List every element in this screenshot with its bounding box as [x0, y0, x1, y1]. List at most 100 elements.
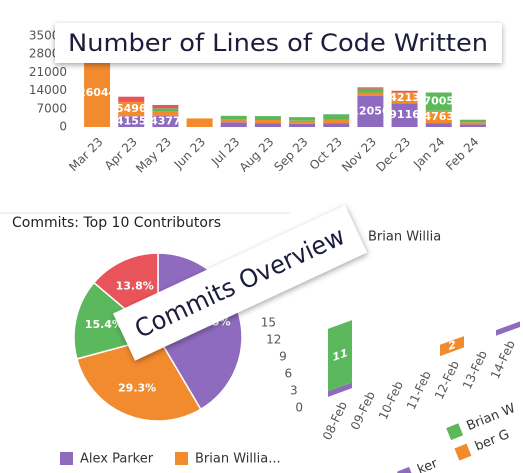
pie-slice — [75, 336, 202, 422]
chart-title: Brian Willia — [368, 230, 441, 245]
legend-label: ker — [415, 456, 440, 473]
y-tick-label: 15 — [261, 316, 276, 330]
bar-segment — [440, 336, 464, 357]
data-label: 29.3% — [118, 381, 156, 394]
data-label: 4763 — [423, 110, 454, 123]
data-label: 9116 — [389, 108, 420, 121]
bar-segment — [289, 120, 316, 124]
bar-segment — [357, 95, 384, 127]
bar-segment — [118, 101, 145, 117]
plot: 11 2 — [328, 320, 520, 397]
y-tick-label: 9 — [279, 350, 287, 364]
x-tick-label: 08-Feb — [320, 399, 350, 442]
data-label: 12056 — [351, 104, 390, 117]
data-label: 4213 — [389, 91, 420, 104]
x-tick-label: 09-Feb — [348, 389, 378, 432]
bar-segment — [118, 96, 145, 102]
x-tick-label: Sep 23 — [271, 135, 310, 174]
bar-segment — [391, 103, 418, 127]
bar-segment — [328, 320, 352, 392]
data-label: 13.8% — [116, 280, 154, 293]
bar-segment — [289, 117, 316, 121]
banner-box — [113, 205, 367, 361]
bar-segment — [289, 123, 316, 127]
bar-segment — [152, 111, 179, 116]
x-tick-label: 11-Feb — [404, 369, 434, 412]
x-tick-label: 13-Feb — [460, 348, 490, 391]
x-tick-label: Feb 24 — [443, 135, 481, 173]
x-tick-label: Oct 23 — [307, 135, 345, 173]
bar-segment — [357, 87, 384, 89]
y-tick-label: 0 — [295, 401, 303, 415]
bar-segment — [323, 119, 350, 124]
x-tick-label: 14-Feb — [488, 338, 518, 381]
bar-segment — [84, 59, 111, 127]
data-label: 11 — [332, 345, 347, 364]
x-tick-label: 12-Feb — [432, 359, 462, 402]
bar-segment — [152, 115, 179, 127]
legend-swatch — [454, 443, 472, 461]
bar-segment — [391, 90, 418, 93]
y-tick-label: 14000 — [29, 83, 67, 97]
bar-segment — [220, 122, 247, 127]
banner: Number of Lines of Code Written — [55, 23, 502, 63]
bar-segment — [118, 116, 145, 127]
bar-segment — [152, 108, 179, 112]
banner-title: Number of Lines of Code Written — [68, 29, 488, 57]
x-tick-label: Mar 23 — [66, 135, 105, 174]
x-tick-label: 10-Feb — [376, 379, 406, 422]
bar-segment — [323, 114, 350, 120]
banner-box — [55, 23, 502, 63]
bar-segment — [357, 92, 384, 96]
legend-swatch — [446, 423, 464, 441]
bar-segment — [391, 92, 418, 104]
y-tick-label: 21000 — [29, 65, 67, 79]
bar-segment — [220, 119, 247, 123]
bar-segment — [254, 116, 281, 120]
legend-swatch — [175, 452, 188, 465]
data-label: 4377 — [150, 114, 181, 127]
bar-segment — [425, 110, 452, 124]
legend-label: Brian W — [465, 401, 518, 434]
x-tick-label: Jun 23 — [171, 135, 208, 172]
data-label: 15.4% — [85, 318, 123, 331]
chart-title: Commits: Top 10 Contributors — [12, 215, 221, 231]
legend-label: ber G — [473, 427, 512, 454]
bar-segment — [328, 382, 352, 397]
data-label: 2 — [448, 337, 456, 353]
y-tick-label: 6 — [285, 367, 293, 381]
data-label: 5496 — [116, 102, 147, 115]
data-label: 4155 — [116, 115, 147, 128]
y-tick-label: 7000 — [36, 101, 67, 115]
data-label: 7005 — [423, 95, 454, 108]
legend-swatch — [60, 452, 73, 465]
x-tick-label: Dec 23 — [373, 135, 413, 175]
y-tick-label: 12 — [266, 333, 281, 347]
bar-segment — [254, 119, 281, 124]
bar-segment — [152, 104, 179, 109]
x-tick-label: May 23 — [133, 135, 174, 176]
legend-label: Brian Willia... — [195, 452, 281, 467]
legend-label: Alex Parker — [80, 452, 154, 467]
bar-segment — [254, 123, 281, 127]
bar-segment — [323, 123, 350, 127]
bar-segment — [220, 115, 247, 120]
x-tick-label: Aug 23 — [237, 135, 277, 175]
bar-segment — [459, 124, 486, 127]
x-tick-label: Nov 23 — [339, 135, 379, 175]
bar-segment — [425, 92, 452, 111]
bar-segment — [186, 118, 213, 127]
bar-segment — [459, 122, 486, 125]
bar-segment — [357, 88, 384, 93]
bar-segment — [459, 119, 486, 123]
bar-segment — [425, 123, 452, 127]
x-tick-label: Jan 24 — [410, 135, 447, 172]
y-tick-label: 0 — [59, 120, 67, 134]
data-label: 26044 — [78, 86, 117, 99]
bar-segment — [496, 321, 520, 336]
legend-swatch — [396, 466, 414, 473]
y-tick-label: 3 — [290, 384, 298, 398]
